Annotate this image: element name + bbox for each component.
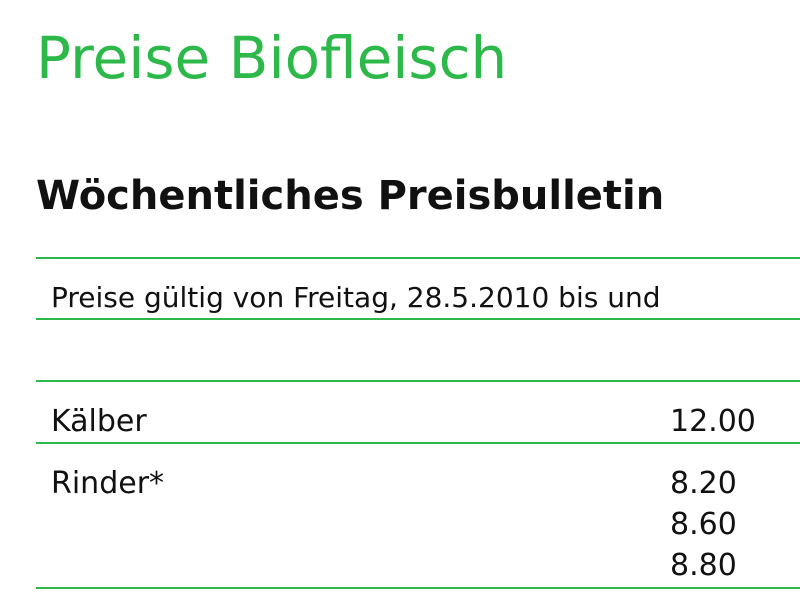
validity-text: Preise gültig von Freitag, 28.5.2010 bis… — [51, 281, 661, 314]
divider — [36, 318, 800, 320]
divider — [36, 380, 800, 382]
page-title: Preise Biofleisch — [36, 24, 508, 92]
price-kaelber: 12.00 — [670, 404, 756, 439]
divider — [36, 587, 800, 589]
page-subtitle: Wöchentliches Preisbulletin — [36, 173, 665, 219]
row-label-rinder: Rinder* — [51, 466, 165, 501]
price-rinder-3: 8.80 — [670, 548, 737, 583]
row-label-kaelber: Kälber — [51, 404, 147, 439]
price-rinder-1: 8.20 — [670, 466, 737, 501]
divider — [36, 257, 800, 259]
price-rinder-2: 8.60 — [670, 507, 737, 542]
divider — [36, 442, 800, 444]
